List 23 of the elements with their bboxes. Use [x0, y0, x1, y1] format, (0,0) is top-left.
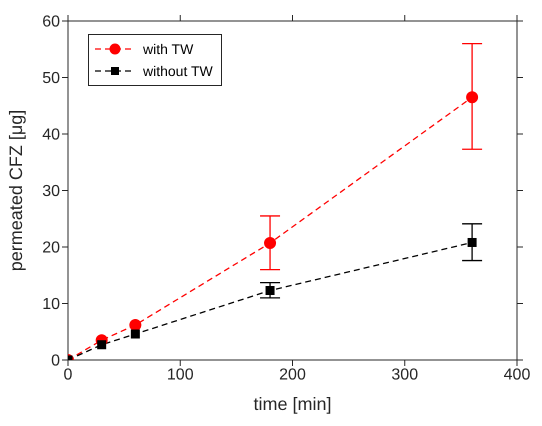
- x-tick-label: 400: [504, 366, 530, 384]
- y-tick-label: 40: [42, 126, 60, 144]
- y-tick-label: 30: [42, 183, 60, 200]
- point: [466, 91, 478, 104]
- point: [264, 237, 276, 250]
- y-axis-title: permeated CFZ [μg]: [6, 110, 26, 272]
- y-tick-label: 0: [51, 352, 60, 370]
- point: [468, 238, 477, 247]
- point: [97, 340, 106, 350]
- x-tick-label: 200: [279, 366, 306, 384]
- x-axis-title: time [min]: [253, 394, 332, 414]
- x-tick-label: 300: [391, 366, 418, 384]
- y-tick-label: 60: [42, 14, 60, 31]
- point: [130, 330, 140, 339]
- y-tick-label: 50: [42, 70, 60, 88]
- point: [266, 286, 275, 296]
- legend-label: with TW: [143, 41, 194, 57]
- legend-label: without TW: [143, 63, 213, 79]
- x-tick-label: 0: [64, 366, 73, 384]
- point: [129, 318, 142, 331]
- x-tick-label: 100: [166, 366, 194, 384]
- y-tick-label: 10: [42, 296, 60, 314]
- y-tick-label: 20: [42, 240, 60, 257]
